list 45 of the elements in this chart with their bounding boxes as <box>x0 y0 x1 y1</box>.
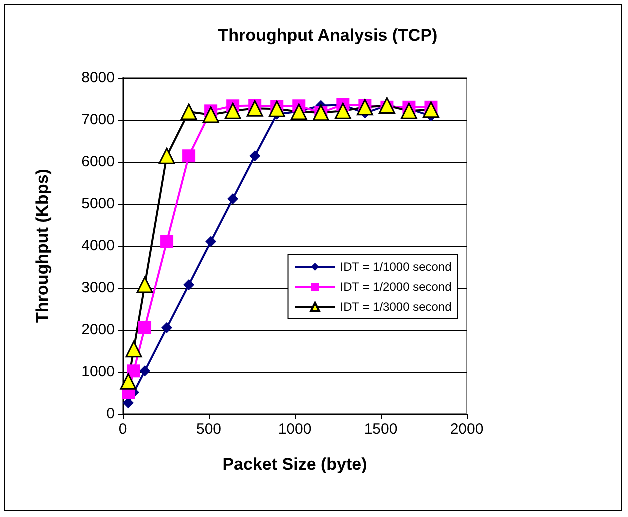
x-tick-label: 0 <box>118 421 128 438</box>
point <box>250 150 261 162</box>
point <box>246 100 264 117</box>
x-tick-label: 2000 <box>450 421 484 438</box>
y-tick-label: 7000 <box>82 112 115 128</box>
y-tick-label: 8000 <box>82 70 115 86</box>
y-tick-label: 1000 <box>82 364 115 380</box>
point <box>123 398 134 409</box>
point <box>160 235 174 248</box>
point <box>182 150 196 163</box>
point <box>180 104 198 120</box>
legend-label: IDT = 1/3000 second <box>340 300 452 314</box>
legend-label: IDT = 1/1000 second <box>340 260 452 274</box>
y-tick-label: 0 <box>106 406 115 422</box>
legend-label: IDT = 1/2000 second <box>340 280 452 294</box>
x-tick-label: 500 <box>196 421 222 438</box>
point <box>290 104 308 120</box>
point <box>400 102 418 120</box>
y-tick-label: 2000 <box>82 322 115 338</box>
point <box>140 366 151 377</box>
point <box>224 102 242 120</box>
point <box>138 321 152 334</box>
point <box>136 276 154 294</box>
y-tick-label: 6000 <box>82 154 115 170</box>
x-tick-label: 1500 <box>364 421 398 438</box>
y-tick-label: 4000 <box>82 238 115 254</box>
point <box>228 193 239 204</box>
y-tick-label: 5000 <box>82 196 115 212</box>
point <box>422 102 440 118</box>
x-axis-title: Packet Size (byte) <box>222 455 368 474</box>
point <box>202 106 220 124</box>
point <box>128 364 141 378</box>
point <box>334 102 352 120</box>
point <box>158 148 176 164</box>
point <box>206 236 217 248</box>
y-tick-label: 3000 <box>82 280 115 296</box>
point <box>356 99 374 116</box>
point <box>120 373 137 390</box>
point <box>184 280 195 291</box>
point <box>162 322 173 334</box>
chart-title: Throughput Analysis (TCP) <box>218 26 438 45</box>
point <box>126 341 142 358</box>
point <box>378 97 396 114</box>
y-axis-title: Throughput (Kbps) <box>33 169 52 323</box>
x-tick-label: 1000 <box>278 421 312 438</box>
